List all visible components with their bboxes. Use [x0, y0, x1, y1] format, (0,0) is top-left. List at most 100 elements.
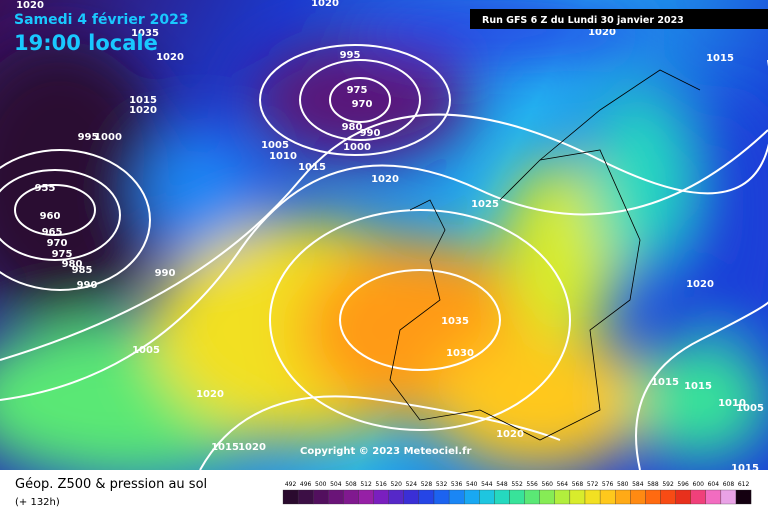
- scale-swatch: [630, 489, 646, 505]
- isobar-label: 980: [342, 122, 363, 133]
- isobar-label: 990: [155, 268, 176, 279]
- isobar-label: 1000: [94, 132, 122, 143]
- isobar-label: 1020: [156, 52, 184, 63]
- field: [0, 0, 768, 470]
- isobar-label: 1005: [132, 345, 160, 356]
- isobar-label: 1005: [261, 140, 289, 151]
- scale-swatch: [343, 489, 359, 505]
- scale-label: 496: [300, 481, 312, 488]
- scale-label: 592: [662, 481, 674, 488]
- scale-label: 584: [632, 481, 644, 488]
- isobar-label: 1020: [496, 429, 524, 440]
- scale-swatch: [690, 489, 706, 505]
- scale-swatch: [509, 489, 525, 505]
- isobar-label: 1020: [16, 0, 44, 11]
- scale-swatch: [705, 489, 722, 505]
- isobar-label: 1015: [706, 53, 734, 64]
- footer-title: Géop. Z500 & pression au sol: [15, 477, 207, 492]
- scale-swatch: [584, 489, 601, 505]
- isobar-label: 1035: [131, 28, 159, 39]
- isobar-label: 1035: [441, 316, 469, 327]
- scale-label: 560: [542, 481, 554, 488]
- isobar-label: 1020: [129, 105, 157, 116]
- isobar-label: 1020: [238, 442, 266, 453]
- isobar-label: 1010: [269, 151, 297, 162]
- isobar-label: 975: [347, 85, 368, 96]
- scale-label: 504: [330, 481, 342, 488]
- scale-label: 524: [406, 481, 418, 488]
- scale-label: 600: [693, 481, 705, 488]
- scale-label: 596: [677, 481, 689, 488]
- scale-swatch: [373, 489, 389, 505]
- scale-label: 528: [421, 481, 433, 488]
- isobar-label: 1015: [684, 381, 712, 392]
- scale-swatch: [464, 489, 480, 505]
- copyright: Copyright © 2023 Meteociel.fr: [300, 446, 471, 457]
- scale-label: 536: [451, 481, 463, 488]
- scale-swatch: [615, 489, 631, 505]
- isobar-label: 1015: [298, 162, 326, 173]
- scale-label: 612: [738, 481, 750, 488]
- scale-swatch: [645, 489, 661, 505]
- isobar-label: 1015: [651, 377, 679, 388]
- scale-label: 580: [617, 481, 629, 488]
- isobar-labels: 1020 102010351020102010159959759709809901…: [16, 0, 764, 474]
- isobar-label: 1030: [446, 348, 474, 359]
- scale-label: 500: [315, 481, 327, 488]
- scale-label: 556: [526, 481, 538, 488]
- isobar-label: 975: [52, 249, 73, 260]
- scale-swatch: [282, 489, 299, 505]
- scale-swatch: [448, 489, 465, 505]
- scale-swatch: [660, 489, 676, 505]
- isobar-label: 960: [40, 211, 61, 222]
- isobar-label: 970: [352, 99, 373, 110]
- isobar-label: 1015: [211, 442, 239, 453]
- scale-swatch: [675, 489, 691, 505]
- isobar-label: 1010: [718, 398, 746, 409]
- scale-label: 516: [375, 481, 387, 488]
- scale-label: 572: [587, 481, 599, 488]
- run: Run GFS 6 Z du Lundi 30 janvier 2023: [482, 15, 684, 26]
- scale-swatch: [735, 489, 752, 505]
- scale-swatch: [313, 489, 329, 505]
- isobar-label: 990: [77, 280, 98, 291]
- isobar-label: 1025: [471, 199, 499, 210]
- scale-swatch: [524, 489, 540, 505]
- scale-label: 520: [391, 481, 403, 488]
- scale-swatch: [569, 489, 586, 505]
- isobars: [0, 44, 768, 470]
- isobar-label: 1020: [311, 0, 339, 9]
- scale-swatch: [494, 489, 510, 505]
- scale-swatch: [554, 489, 571, 505]
- scale-label: 508: [345, 481, 357, 488]
- scale-label: 544: [481, 481, 493, 488]
- isobar-label: 970: [47, 238, 68, 249]
- scale-swatch: [297, 489, 314, 505]
- run-box: [470, 9, 768, 29]
- isobar-label: 995: [340, 50, 361, 61]
- color-scale: 492 496 500 504 508 512 516 520 524 528 532 536 540 5…: [282, 481, 752, 505]
- isobar-label: 1020: [686, 279, 714, 290]
- scale-swatch: [433, 489, 450, 505]
- scale-label: 604: [708, 481, 720, 488]
- scale-swatch: [418, 489, 435, 505]
- scale-swatch: [403, 489, 420, 505]
- isobar-label: 965: [42, 227, 63, 238]
- isobar-label: 995: [78, 132, 99, 143]
- isobar-label: 955: [35, 183, 56, 194]
- isobar-label: 1020: [196, 389, 224, 400]
- isobar-label: 1020: [371, 174, 399, 185]
- scale-label: 568: [572, 481, 584, 488]
- scale-swatch: [720, 489, 737, 505]
- date: Samedi 4 février 2023: [14, 12, 189, 28]
- footer-lead: (+ 132h): [15, 497, 60, 508]
- time: 19:00 locale: [14, 31, 158, 55]
- scale-label: 540: [466, 481, 478, 488]
- coastlines: [389, 69, 701, 441]
- scale-label: 512: [360, 481, 372, 488]
- isobar-label: 985: [72, 265, 93, 276]
- scale-swatch: [599, 489, 616, 505]
- scale-label: 608: [723, 481, 735, 488]
